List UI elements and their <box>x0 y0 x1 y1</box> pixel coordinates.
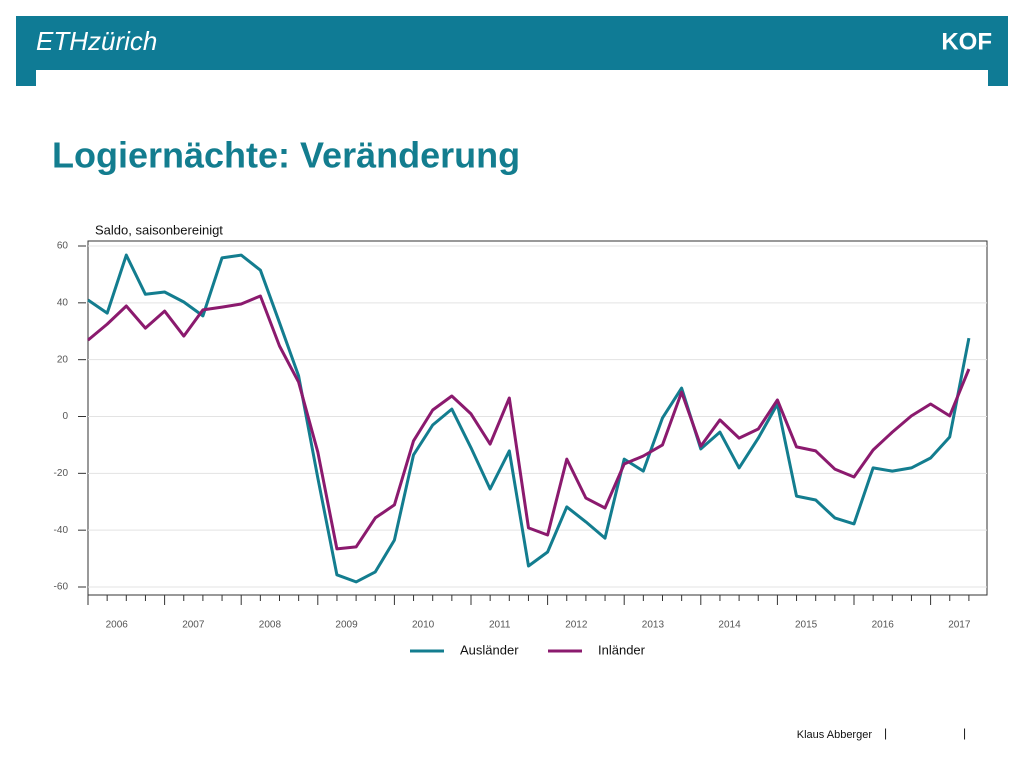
series-line <box>87 253 971 584</box>
slide-title: Logiernächte: Veränderung <box>52 135 520 176</box>
logo-right: KOF <box>941 28 992 55</box>
x-tick-label: 2010 <box>412 620 435 631</box>
footer-sep: | <box>884 726 887 740</box>
logo-left: ETHzürich <box>36 26 157 56</box>
x-tick-label: 2008 <box>259 620 282 631</box>
footer-sep: | <box>963 726 966 740</box>
y-tick-label: 60 <box>57 241 69 252</box>
x-tick-label: 2012 <box>565 620 588 631</box>
x-tick-label: 2009 <box>335 620 358 631</box>
x-tick-label: 2011 <box>489 620 511 631</box>
chart-subtitle: Saldo, saisonbereinigt <box>95 222 223 237</box>
footer-author: Klaus Abberger <box>797 729 873 741</box>
y-tick-label: 40 <box>57 297 69 308</box>
legend-label: Inländer <box>598 642 646 657</box>
x-tick-label: 2006 <box>106 620 129 631</box>
plot-frame <box>87 240 988 596</box>
x-tick-label: 2015 <box>795 620 818 631</box>
y-tick-label: 20 <box>57 354 69 365</box>
x-tick-label: 2017 <box>948 620 971 631</box>
y-tick-label: -60 <box>54 582 69 593</box>
x-tick-label: 2014 <box>718 620 741 631</box>
y-tick-label: -40 <box>54 525 69 536</box>
x-tick-label: 2013 <box>642 620 665 631</box>
x-tick-label: 2007 <box>182 620 205 631</box>
x-tick-label: 2016 <box>872 620 895 631</box>
y-tick-label: 0 <box>62 411 68 422</box>
header-strip <box>36 70 988 86</box>
y-tick-label: -20 <box>54 468 69 479</box>
legend-label: Ausländer <box>460 642 519 657</box>
series-line <box>87 294 971 551</box>
